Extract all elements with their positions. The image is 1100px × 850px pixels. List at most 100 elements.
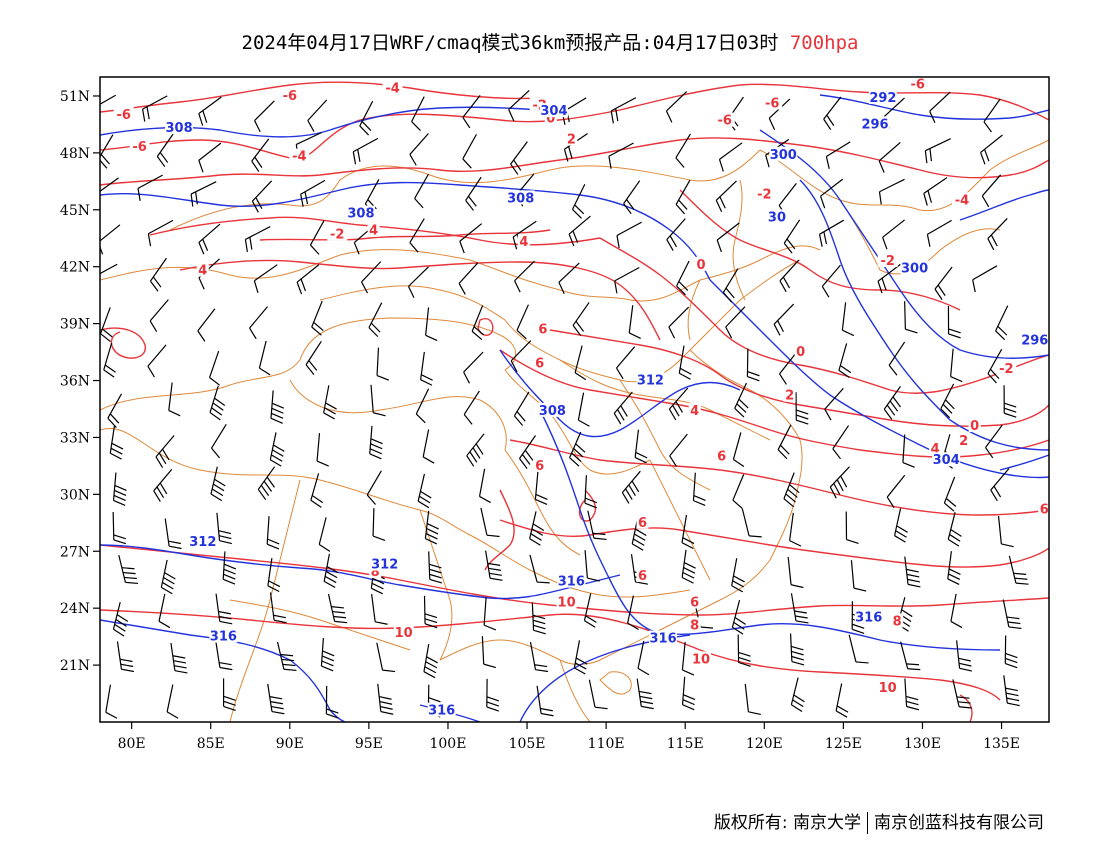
- isotherm-label: -2: [880, 254, 894, 269]
- wind-barb: [471, 305, 485, 341]
- y-tick-label: 51N: [60, 89, 90, 105]
- isotherm-label: -6: [765, 97, 779, 112]
- wind-barb: [222, 678, 236, 711]
- height-contour-label-bg: [854, 609, 883, 624]
- wind-barb: [276, 641, 297, 672]
- isotherm-label-bg: [113, 106, 134, 121]
- wind-barb: [158, 593, 171, 629]
- wind-barb: [681, 514, 695, 550]
- x-tick-label: 130E: [904, 736, 941, 752]
- x-tick-label: 85E: [197, 736, 225, 752]
- isotherm-label-bg: [533, 457, 546, 472]
- isotherm-label-bg: [996, 361, 1017, 376]
- height-contour-label: 312: [637, 374, 664, 389]
- wind-barb: [790, 677, 805, 713]
- wind-barb: [149, 299, 169, 333]
- wind-barb: [100, 94, 116, 105]
- isotherm-label: 4: [369, 224, 378, 239]
- wind-barb: [266, 516, 280, 550]
- wind-barb: [147, 219, 174, 247]
- wind-barb: [878, 141, 901, 173]
- height-contour-label: 316: [428, 704, 455, 719]
- wind-barb: [924, 138, 951, 164]
- isotherm-label-bg: [695, 256, 708, 271]
- wind-barb: [850, 560, 867, 592]
- x-tick-label: 95E: [355, 736, 383, 752]
- wind-barb: [190, 181, 217, 207]
- isotherm-label-bg: [636, 514, 649, 529]
- isotherm-label: -6: [283, 89, 297, 104]
- wind-barb: [886, 474, 906, 509]
- wind-barb: [952, 679, 972, 709]
- height-contour-label-bg: [370, 556, 399, 571]
- wind-barb: [615, 346, 636, 380]
- wind-barb: [1008, 555, 1029, 585]
- wind-barb: [254, 100, 275, 133]
- wind-barb: [569, 431, 586, 467]
- wind-barb: [795, 392, 809, 425]
- wind-barb: [934, 266, 953, 300]
- height-contour-label-bg: [766, 209, 787, 224]
- wind-barb: [790, 593, 809, 624]
- wind-barb: [835, 683, 849, 718]
- height-contour-label: 30: [768, 210, 786, 225]
- height-contour-label: 296: [1021, 334, 1048, 349]
- wind-barb: [112, 511, 127, 545]
- wind-barb: [407, 266, 429, 299]
- wind-barb: [972, 265, 998, 293]
- wind-barb: [573, 640, 588, 675]
- height-contour-label: 304: [933, 453, 960, 468]
- wind-barb: [300, 179, 326, 207]
- isotherm-label-bg: [794, 344, 807, 359]
- wind-barb: [100, 263, 118, 275]
- wind-barb: [465, 176, 482, 211]
- isotherm-label-bg: [536, 321, 549, 336]
- wind-barb: [309, 220, 325, 255]
- height-contour-label: 300: [770, 148, 797, 163]
- height-contour-label-bg: [932, 452, 961, 467]
- wind-barb: [718, 142, 743, 172]
- isotherm-label: -4: [292, 150, 306, 165]
- wind-barb: [789, 512, 802, 547]
- wind-barb: [716, 222, 740, 253]
- isotherm-label: -6: [910, 78, 924, 93]
- isotherm-label-bg: [891, 613, 904, 628]
- isotherm-label: 4: [519, 235, 528, 250]
- height-contour-label: 304: [540, 104, 567, 119]
- wind-barb: [415, 388, 430, 424]
- wind-barb: [244, 226, 271, 253]
- wind-barb: [481, 636, 497, 669]
- height-contour-label-bg: [1020, 332, 1049, 347]
- height-contour-label-bg: [900, 260, 929, 275]
- wind-barb: [100, 307, 113, 343]
- title-level: 700hpa: [789, 32, 859, 54]
- wind-barb: [628, 305, 641, 339]
- wind-barb: [198, 96, 222, 126]
- wind-barb: [614, 266, 640, 294]
- wind-barb: [462, 134, 477, 169]
- height-contour-label: 312: [371, 558, 398, 573]
- wind-barb: [634, 429, 648, 464]
- wind-barb: [1003, 385, 1017, 418]
- isotherm-label-bg: [783, 387, 796, 402]
- isotherm-label-bg: [957, 433, 970, 448]
- wind-barb: [572, 302, 590, 336]
- x-tick-label: 115E: [667, 736, 704, 752]
- wind-barb: [100, 177, 119, 207]
- wind-barbs: [100, 90, 1029, 719]
- wind-barb: [734, 382, 749, 418]
- wind-barb: [269, 432, 285, 467]
- wind-barb: [428, 551, 443, 584]
- wind-barb: [665, 91, 688, 123]
- wind-barb: [366, 470, 382, 505]
- wind-barb: [529, 511, 545, 546]
- wind-barb: [926, 219, 952, 247]
- isotherm-label: 6: [538, 322, 547, 337]
- wind-barb: [414, 173, 429, 209]
- copyright-footer: 版权所有: 南京大学 南京创蓝科技有限公司: [714, 808, 1044, 834]
- wind-barb: [943, 476, 957, 512]
- wind-barb: [574, 345, 587, 381]
- wind-barb: [478, 468, 491, 504]
- y-tick-label: 36N: [60, 374, 90, 390]
- wind-barb: [737, 634, 751, 667]
